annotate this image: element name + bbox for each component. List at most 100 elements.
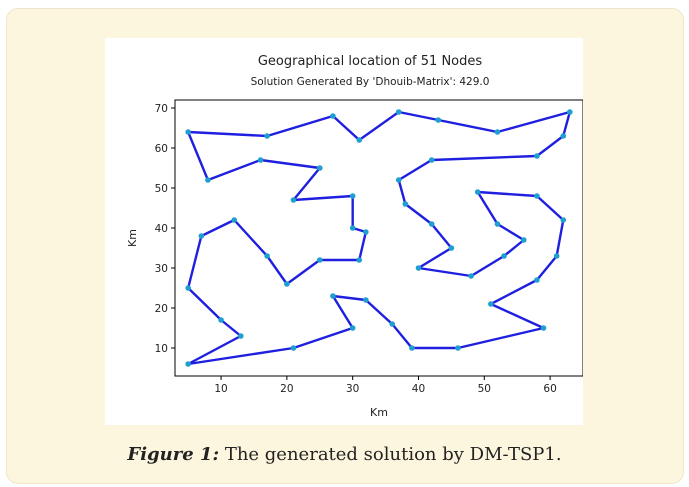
node-point: [363, 229, 369, 235]
node-point: [468, 273, 474, 279]
route-segment: [469, 254, 506, 278]
node-point: [435, 117, 442, 123]
route-segment: [404, 202, 433, 226]
node-point: [488, 301, 494, 307]
node-point: [290, 345, 297, 351]
route-segment: [233, 218, 269, 258]
route-segment: [502, 238, 525, 258]
x-tick-label: 20: [280, 383, 293, 395]
y-tick-label: 10: [155, 343, 168, 355]
route-segment: [417, 246, 453, 270]
route-segment: [390, 322, 414, 350]
route-segment: [331, 294, 354, 330]
route-segment: [562, 110, 572, 138]
node-point: [494, 221, 501, 227]
route-segment: [186, 130, 269, 138]
route-segment: [535, 134, 565, 158]
x-tick-label: 50: [478, 383, 491, 395]
route-segment: [186, 286, 223, 322]
route-segment: [358, 230, 368, 262]
route-segment: [186, 334, 243, 366]
caption-lead: Figure 1:: [127, 444, 220, 465]
route-segment: [496, 110, 572, 134]
route-segment: [292, 194, 354, 202]
route-segment: [364, 298, 394, 326]
node-point: [389, 321, 395, 327]
route-segment: [417, 266, 473, 278]
route-segment: [219, 318, 243, 338]
node-point: [455, 345, 461, 351]
node-point: [402, 201, 409, 207]
tour-nodes: [185, 109, 573, 367]
node-point: [553, 253, 560, 259]
node-point: [520, 237, 527, 243]
y-tick-label: 30: [155, 263, 168, 275]
node-point: [567, 109, 573, 115]
x-tick-label: 30: [346, 383, 359, 395]
node-point: [428, 221, 435, 227]
route-segment: [437, 118, 499, 134]
node-point: [264, 133, 270, 139]
route-segment: [535, 254, 558, 282]
node-point: [534, 153, 540, 159]
caption-text: The generated solution by DM-TSP1.: [219, 444, 562, 465]
route-segment: [292, 166, 321, 202]
node-point: [349, 325, 356, 331]
route-segment: [292, 326, 354, 350]
node-point: [474, 189, 481, 195]
node-point: [356, 137, 363, 143]
node-point: [501, 253, 507, 259]
node-point: [264, 253, 270, 259]
x-tick-label: 60: [543, 383, 556, 395]
y-tick-label: 60: [155, 143, 168, 155]
node-point: [185, 129, 191, 135]
node-point: [290, 197, 297, 203]
node-point: [330, 293, 336, 299]
node-point: [198, 233, 205, 239]
chart-panel: Geographical location of 51 Nodes Soluti…: [105, 38, 584, 425]
tsp-route-chart: Geographical location of 51 Nodes Soluti…: [126, 54, 584, 419]
node-point: [330, 113, 336, 119]
node-point: [534, 277, 540, 283]
node-point: [534, 193, 540, 199]
node-point: [395, 177, 402, 183]
node-point: [231, 217, 238, 223]
node-point: [415, 265, 422, 271]
y-tick-label: 70: [155, 103, 168, 115]
node-point: [185, 285, 191, 291]
node-point: [218, 317, 224, 323]
node-point: [284, 281, 290, 287]
route-segment: [456, 326, 545, 350]
node-point: [560, 133, 567, 139]
route-segment: [489, 302, 545, 330]
route-segment: [397, 110, 440, 122]
y-tick-label: 40: [155, 223, 168, 235]
chart-title: Geographical location of 51 Nodes: [258, 54, 483, 69]
route-segment: [331, 114, 361, 142]
node-point: [540, 325, 547, 331]
x-axis-label: Km: [370, 406, 388, 419]
node-point: [185, 361, 191, 367]
route-segment: [476, 190, 539, 198]
route-segment: [430, 154, 539, 162]
route-segment: [265, 254, 289, 286]
route-segment: [186, 346, 295, 366]
node-point: [560, 217, 567, 223]
node-point: [363, 297, 369, 303]
node-point: [316, 165, 323, 171]
node-point: [448, 245, 455, 251]
node-point: [238, 333, 244, 339]
x-tick-label: 40: [412, 383, 425, 395]
y-tick-label: 50: [155, 183, 168, 195]
chart-subtitle: Solution Generated By 'Dhouib-Matrix': 4…: [251, 76, 490, 88]
route-segment: [265, 114, 335, 138]
node-point: [395, 109, 402, 115]
route-segment: [331, 294, 368, 302]
route-segment: [476, 190, 499, 226]
y-tick-label: 20: [155, 303, 168, 315]
node-point: [257, 157, 264, 163]
node-point: [316, 257, 323, 263]
route-segment: [200, 218, 236, 238]
route-segment: [489, 278, 539, 306]
x-tick-label: 10: [214, 383, 227, 395]
